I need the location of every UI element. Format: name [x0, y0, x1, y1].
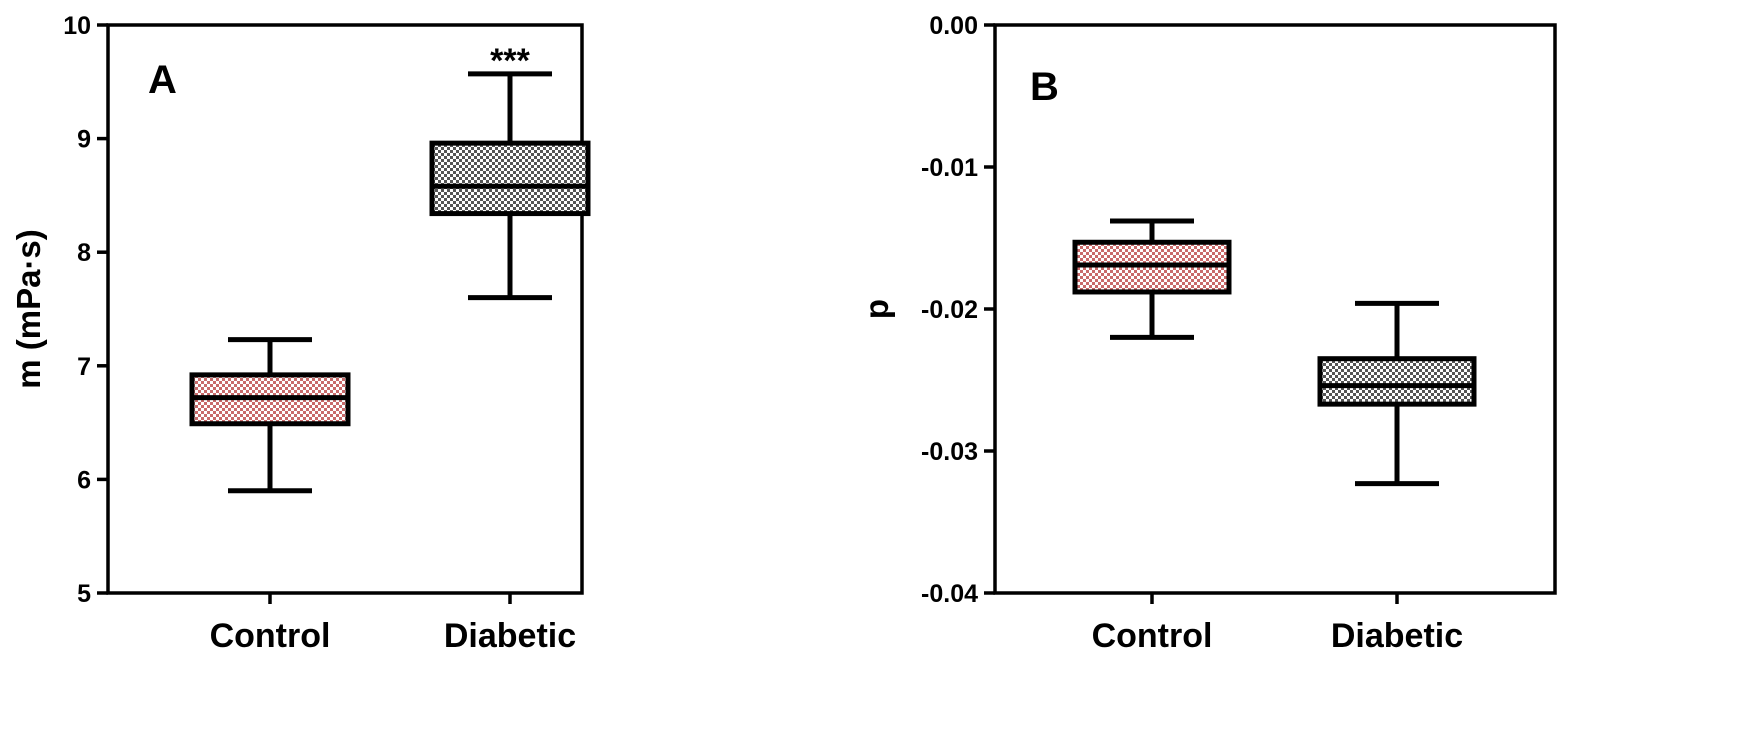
y-tick-label: 9	[77, 126, 91, 154]
plot-frame	[993, 23, 1557, 595]
x-tick-label: Control	[210, 617, 331, 655]
panel-letter: A	[148, 58, 177, 102]
y-axis-title: p	[858, 299, 895, 319]
y-tick-label: -0.02	[921, 296, 978, 324]
y-tick-label: -0.04	[921, 580, 978, 608]
box-diabetic	[1317, 300, 1477, 487]
y-axis-title: m (mPa·s)	[10, 229, 47, 389]
plot-frame	[106, 23, 584, 595]
iqr-box	[429, 140, 591, 217]
box-control	[1072, 218, 1232, 340]
box-diabetic: ***	[429, 42, 591, 301]
y-tick-label: -0.01	[921, 154, 978, 182]
significance-label: ***	[490, 42, 530, 80]
y-tick-label: -0.03	[921, 438, 978, 466]
y-tick-label: 6	[77, 466, 91, 494]
y-tick-label: 10	[63, 12, 91, 40]
x-tick-label: Control	[1092, 617, 1213, 655]
x-tick-label: Diabetic	[444, 617, 576, 655]
iqr-box	[1317, 356, 1477, 407]
x-tick-label: Diabetic	[1331, 617, 1463, 655]
panel-letter: B	[1030, 65, 1059, 109]
y-tick-label: 0.00	[929, 12, 978, 40]
y-tick-label: 8	[77, 239, 91, 267]
panel-b: B p -0.04 -0.03 -0.02 -0.01 0.00 Control Diab…	[858, 12, 1557, 655]
panel-a: A m (mPa·s) 5 6 7 8 9 10 Control Diabetic ***	[10, 12, 591, 655]
y-tick-label: 5	[77, 580, 91, 608]
y-tick-label: 7	[77, 353, 91, 381]
box-control	[189, 337, 351, 494]
